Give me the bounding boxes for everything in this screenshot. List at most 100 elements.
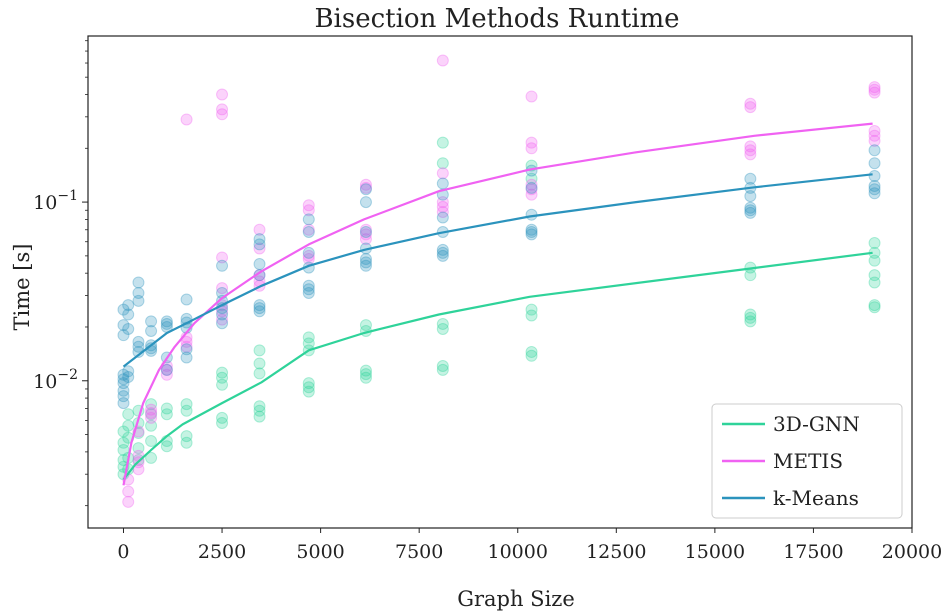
k-means-point: [436, 211, 449, 224]
k-means-point: [117, 377, 130, 390]
metis-point: [359, 181, 372, 194]
metis-point: [525, 142, 538, 155]
metis-point: [525, 183, 538, 196]
3d-gnn-point: [525, 349, 538, 362]
metis-point: [525, 136, 538, 149]
3d-gnn-point: [868, 237, 881, 250]
k-means-point: [117, 373, 130, 386]
k-means-point: [525, 223, 538, 236]
metis-point: [145, 407, 158, 420]
k-means-point: [302, 246, 315, 259]
k-means-point: [436, 249, 449, 262]
metis-point: [436, 196, 449, 209]
k-means-point: [302, 279, 315, 292]
k-means-point: [253, 305, 266, 318]
k-means-point: [253, 299, 266, 312]
3d-gnn-point: [525, 309, 538, 322]
metis-point: [359, 223, 372, 236]
k-means-point: [253, 238, 266, 251]
metis-point: [216, 88, 229, 101]
k-means-point: [302, 283, 315, 296]
k-means-point: [868, 157, 881, 170]
k-means-point: [436, 177, 449, 190]
k-means-point: [180, 343, 193, 356]
y-tick-label: 10−2: [33, 367, 78, 393]
k-means-point: [117, 368, 130, 381]
legend-label-metis: METIS: [773, 449, 843, 473]
k-means-point: [744, 206, 757, 219]
metis-point: [253, 223, 266, 236]
3d-gnn-point: [359, 368, 372, 381]
k-means-point: [359, 183, 372, 196]
plot-area: [87, 35, 913, 529]
metis-point: [180, 340, 193, 353]
k-means-point: [160, 315, 173, 328]
metis-point: [302, 199, 315, 212]
3d-gnn-point: [160, 408, 173, 421]
legend-label-k-means: k-Means: [773, 486, 859, 510]
k-means-point: [525, 181, 538, 194]
3d-gnn-point: [180, 404, 193, 417]
3d-gnn-point: [302, 377, 315, 390]
x-tick-label: 10000: [488, 541, 548, 563]
3d-gnn-point: [117, 425, 130, 438]
k-means-point: [525, 226, 538, 239]
points-layer: [117, 54, 881, 508]
k-means-point: [132, 294, 145, 307]
k-means-point: [117, 384, 130, 397]
x-tick-label: 17500: [783, 541, 843, 563]
metis-point: [525, 178, 538, 191]
x-axis: 0 2500 5000 7500 10000 12500 15000 17500 20000: [117, 528, 942, 563]
metis-point: [216, 108, 229, 121]
metis-point: [436, 206, 449, 219]
3d-gnn-point: [302, 381, 315, 394]
metis-point: [744, 148, 757, 161]
3d-gnn-point: [359, 371, 372, 384]
k-means-fit-line: [122, 173, 873, 368]
y-axis-label: Time [s]: [10, 244, 34, 331]
metis-point: [525, 188, 538, 201]
k-means-point: [180, 351, 193, 364]
k-means-point: [359, 196, 372, 209]
k-means-point: [160, 363, 173, 376]
k-means-point: [302, 286, 315, 299]
3d-gnn-point: [868, 269, 881, 282]
metis-point: [359, 228, 372, 241]
k-means-point: [122, 370, 135, 383]
3d-gnn-point: [160, 402, 173, 415]
k-means-point: [868, 183, 881, 196]
metis-point: [122, 485, 135, 498]
3d-gnn-point: [253, 410, 266, 423]
k-means-point: [122, 322, 135, 335]
3d-gnn-point: [868, 301, 881, 314]
3d-gnn-point: [216, 366, 229, 379]
3d-gnn-point: [868, 299, 881, 312]
k-means-point: [132, 276, 145, 289]
metis-point: [868, 129, 881, 142]
3d-gnn-point: [436, 157, 449, 170]
metis-point: [436, 167, 449, 180]
k-means-point: [253, 233, 266, 246]
metis-point: [868, 134, 881, 147]
k-means-point: [868, 144, 881, 157]
k-means-point: [253, 302, 266, 315]
3d-gnn-point: [253, 367, 266, 380]
y-axis: 10−2 10−1: [33, 40, 88, 507]
k-means-point: [359, 253, 372, 266]
3d-gnn-point: [180, 398, 193, 411]
3d-gnn-point: [868, 276, 881, 289]
3d-gnn-point: [302, 331, 315, 344]
3d-gnn-point: [216, 411, 229, 424]
metis-point: [122, 495, 135, 508]
k-means-point: [122, 308, 135, 321]
k-means-point: [744, 204, 757, 217]
k-means-point: [359, 226, 372, 239]
x-axis-label: Graph Size: [457, 587, 575, 611]
metis-point: [868, 83, 881, 96]
metis-point: [216, 282, 229, 295]
k-means-point: [180, 293, 193, 306]
k-means-point: [117, 390, 130, 403]
x-tick-label: 20000: [882, 541, 942, 563]
k-means-point: [132, 335, 145, 348]
